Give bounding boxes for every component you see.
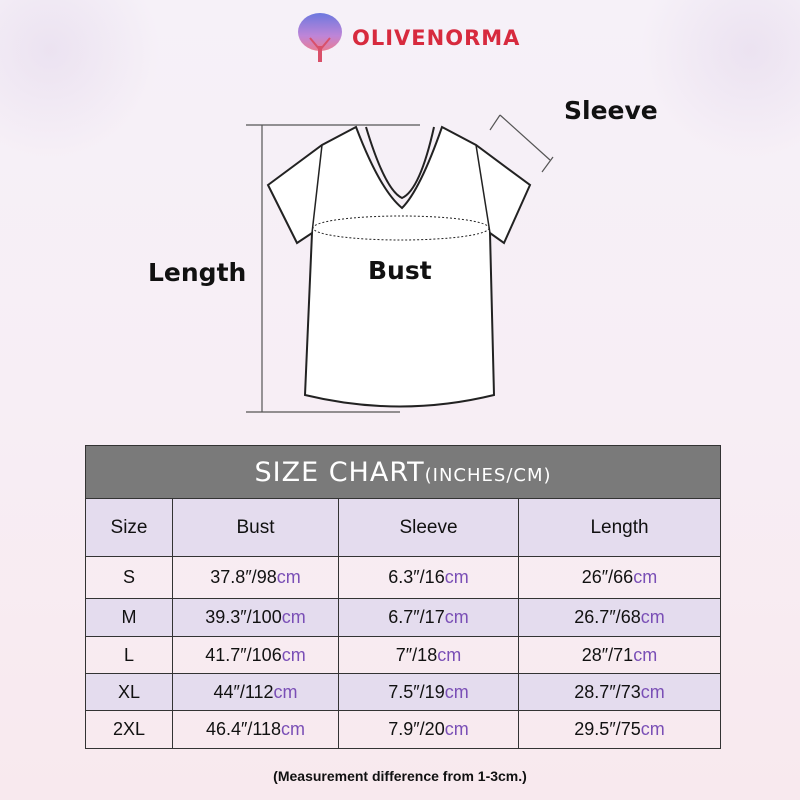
length-label: Length xyxy=(148,258,247,287)
unit-label: cm xyxy=(633,644,658,665)
measurement-note: (Measurement difference from 1-3cm.) xyxy=(273,768,527,784)
sleeve-label: Sleeve xyxy=(564,96,658,125)
unit-label: cm xyxy=(444,681,469,702)
header-bust: Bust xyxy=(172,498,339,557)
cell-size: L xyxy=(85,636,173,674)
cell-sleeve: 6.3″/16cm xyxy=(338,556,519,599)
header-row: Size Bust Sleeve Length xyxy=(85,498,721,557)
sleeve-value: 7.5″/19 xyxy=(388,681,445,702)
cell-length: 29.5″/75cm xyxy=(518,710,721,749)
bust-value: 44″/112 xyxy=(213,681,274,702)
bust-value: 41.7″/106 xyxy=(205,644,282,665)
length-value: 26.7″/68 xyxy=(574,607,641,627)
table-row: M 39.3″/100cm 6.7″/17cm 26.7″/68cm xyxy=(85,598,721,637)
unit-label: cm xyxy=(444,567,469,587)
cell-sleeve: 7″/18cm xyxy=(338,636,519,674)
unit-label: cm xyxy=(640,607,665,627)
tree-icon xyxy=(298,13,342,62)
cell-bust: 46.4″/118cm xyxy=(172,710,339,749)
size-value: S xyxy=(122,567,135,587)
cell-size: S xyxy=(85,556,173,599)
cell-size: XL xyxy=(85,673,173,711)
cell-size: 2XL xyxy=(85,710,173,749)
unit-label: cm xyxy=(281,644,306,665)
tshirt-diagram xyxy=(246,114,554,413)
table-title-main: SIZE CHART xyxy=(254,456,425,488)
size-value: L xyxy=(123,644,134,665)
table-row: 2XL 46.4″/118cm 7.9″/20cm 29.5″/75cm xyxy=(85,710,721,749)
cell-bust: 44″/112cm xyxy=(172,673,339,711)
length-value: 29.5″/75 xyxy=(574,719,641,739)
cell-bust: 37.8″/98cm xyxy=(172,556,339,599)
length-value: 28″/71 xyxy=(581,644,634,665)
cell-length: 26″/66cm xyxy=(518,556,721,599)
sleeve-value: 7″/18 xyxy=(395,644,438,665)
sleeve-value: 6.7″/17 xyxy=(388,607,445,627)
cell-length: 28″/71cm xyxy=(518,636,721,674)
table-title-units: (INCHES/CM) xyxy=(424,464,552,486)
unit-label: cm xyxy=(273,681,298,702)
unit-label: cm xyxy=(276,567,301,587)
cell-bust: 41.7″/106cm xyxy=(172,636,339,674)
bust-value: 39.3″/100 xyxy=(205,607,282,627)
unit-label: cm xyxy=(281,719,306,739)
table-row: S 37.8″/98cm 6.3″/16cm 26″/66cm xyxy=(85,556,721,599)
size-chart-table: SIZE CHART(INCHES/CM) Size Bust Sleeve L… xyxy=(85,445,721,749)
cell-sleeve: 6.7″/17cm xyxy=(338,598,519,637)
unit-label: cm xyxy=(633,567,658,587)
size-value: M xyxy=(121,607,137,627)
size-value: 2XL xyxy=(112,719,146,739)
brand-name: OLIVENORMA xyxy=(352,25,521,50)
header-length: Length xyxy=(518,498,721,557)
unit-label: cm xyxy=(444,719,469,739)
unit-label: cm xyxy=(437,644,462,665)
table-row: L 41.7″/106cm 7″/18cm 28″/71cm xyxy=(85,636,721,674)
unit-label: cm xyxy=(444,607,469,627)
cell-length: 28.7″/73cm xyxy=(518,673,721,711)
header-size: Size xyxy=(85,498,173,557)
sleeve-value: 6.3″/16 xyxy=(388,567,445,587)
unit-label: cm xyxy=(640,719,665,739)
cell-sleeve: 7.5″/19cm xyxy=(338,673,519,711)
bust-value: 37.8″/98 xyxy=(210,567,277,587)
table-title: SIZE CHART(INCHES/CM) xyxy=(85,445,721,499)
cell-bust: 39.3″/100cm xyxy=(172,598,339,637)
length-value: 28.7″/73 xyxy=(574,681,641,702)
cell-sleeve: 7.9″/20cm xyxy=(338,710,519,749)
length-value: 26″/66 xyxy=(581,567,634,587)
header-sleeve: Sleeve xyxy=(338,498,519,557)
unit-label: cm xyxy=(281,607,306,627)
sleeve-value: 7.9″/20 xyxy=(388,719,445,739)
unit-label: cm xyxy=(640,681,665,702)
cell-size: M xyxy=(85,598,173,637)
brand-logo: OLIVENORMA xyxy=(296,10,520,65)
cell-length: 26.7″/68cm xyxy=(518,598,721,637)
bust-label: Bust xyxy=(368,256,432,285)
table-row: XL 44″/112cm 7.5″/19cm 28.7″/73cm xyxy=(85,673,721,711)
bust-value: 46.4″/118 xyxy=(205,719,282,739)
size-value: XL xyxy=(117,681,141,702)
